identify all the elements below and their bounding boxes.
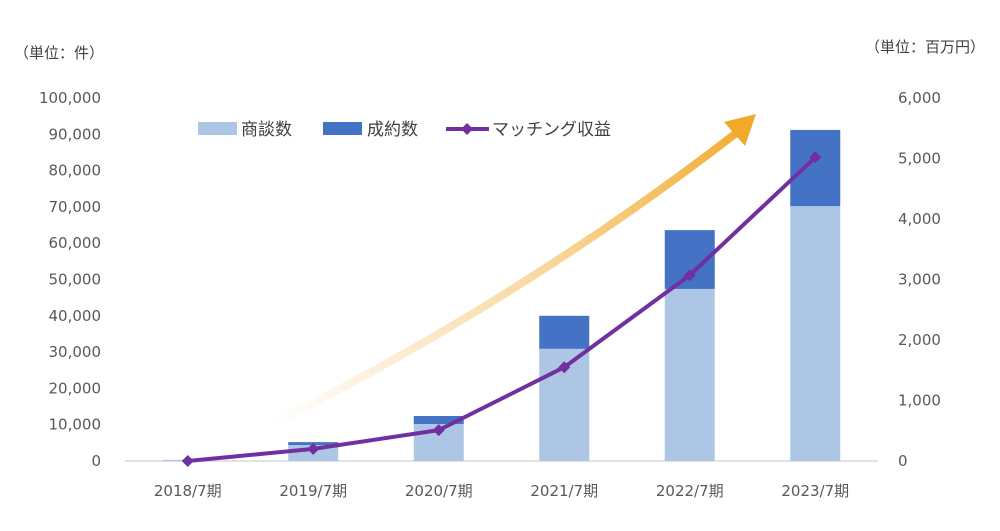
x-tick-label: 2023/7期 bbox=[781, 482, 849, 500]
left-tick-label: 60,000 bbox=[49, 234, 102, 252]
legend-label-revenue: マッチング収益 bbox=[492, 120, 611, 140]
bar-segment bbox=[664, 288, 715, 461]
left-tick-label: 100,000 bbox=[39, 89, 101, 107]
revenue-line bbox=[187, 155, 817, 463]
diamond-marker-icon bbox=[432, 424, 445, 437]
left-tick-label: 10,000 bbox=[49, 416, 102, 434]
legend: 商談数 成約数 マッチング収益 bbox=[198, 120, 611, 140]
legend-swatch-contracts bbox=[323, 122, 362, 135]
left-tick-label: 80,000 bbox=[49, 162, 102, 180]
right-tick-label: 1,000 bbox=[898, 392, 941, 410]
x-tick-label: 2020/7期 bbox=[405, 482, 473, 500]
x-axis: 2018/7期 2019/7期 2020/7期 2021/7期 2022/7期 2023/… bbox=[154, 482, 849, 500]
right-tick-label: 0 bbox=[898, 452, 908, 470]
left-tick-label: 50,000 bbox=[49, 271, 102, 289]
growth-arrow-icon bbox=[266, 114, 756, 429]
left-tick-label: 70,000 bbox=[49, 198, 102, 216]
left-axis: 0 10,000 20,000 30,000 40,000 50,000 60,000 70,… bbox=[39, 89, 101, 470]
diamond-marker-icon bbox=[683, 269, 696, 282]
bar-segment bbox=[790, 206, 841, 461]
diamond-marker-icon bbox=[809, 151, 822, 164]
x-tick-label: 2018/7期 bbox=[154, 482, 222, 500]
right-tick-label: 6,000 bbox=[898, 89, 941, 107]
left-axis-unit-label: （単位：件） bbox=[14, 44, 104, 62]
diamond-marker-icon bbox=[307, 442, 320, 455]
right-tick-label: 3,000 bbox=[898, 271, 941, 289]
legend-swatch-deals bbox=[198, 122, 237, 135]
right-tick-label: 2,000 bbox=[898, 331, 941, 349]
legend-label-deals: 商談数 bbox=[241, 120, 292, 140]
bar-segment bbox=[413, 415, 464, 424]
right-tick-label: 5,000 bbox=[898, 150, 941, 168]
x-tick-label: 2019/7期 bbox=[279, 482, 347, 500]
diamond-marker-icon bbox=[181, 455, 194, 467]
x-tick-label: 2021/7期 bbox=[530, 482, 598, 500]
left-tick-label: 0 bbox=[91, 452, 101, 470]
legend-swatch-revenue bbox=[446, 123, 489, 135]
x-tick-label: 2022/7期 bbox=[656, 482, 724, 500]
right-axis-unit-label: （単位：百万円） bbox=[865, 38, 985, 56]
bar-segment bbox=[790, 129, 841, 207]
bar-segment bbox=[539, 315, 590, 349]
diamond-marker-icon bbox=[558, 361, 571, 374]
line-series bbox=[181, 151, 822, 467]
left-tick-label: 40,000 bbox=[49, 307, 102, 325]
left-tick-label: 90,000 bbox=[49, 125, 102, 143]
legend-label-contracts: 成約数 bbox=[367, 120, 418, 140]
left-tick-label: 20,000 bbox=[49, 379, 102, 397]
left-tick-label: 30,000 bbox=[49, 343, 102, 361]
right-axis: 0 1,000 2,000 3,000 4,000 5,000 6,000 bbox=[898, 89, 941, 470]
right-tick-label: 4,000 bbox=[898, 210, 941, 228]
